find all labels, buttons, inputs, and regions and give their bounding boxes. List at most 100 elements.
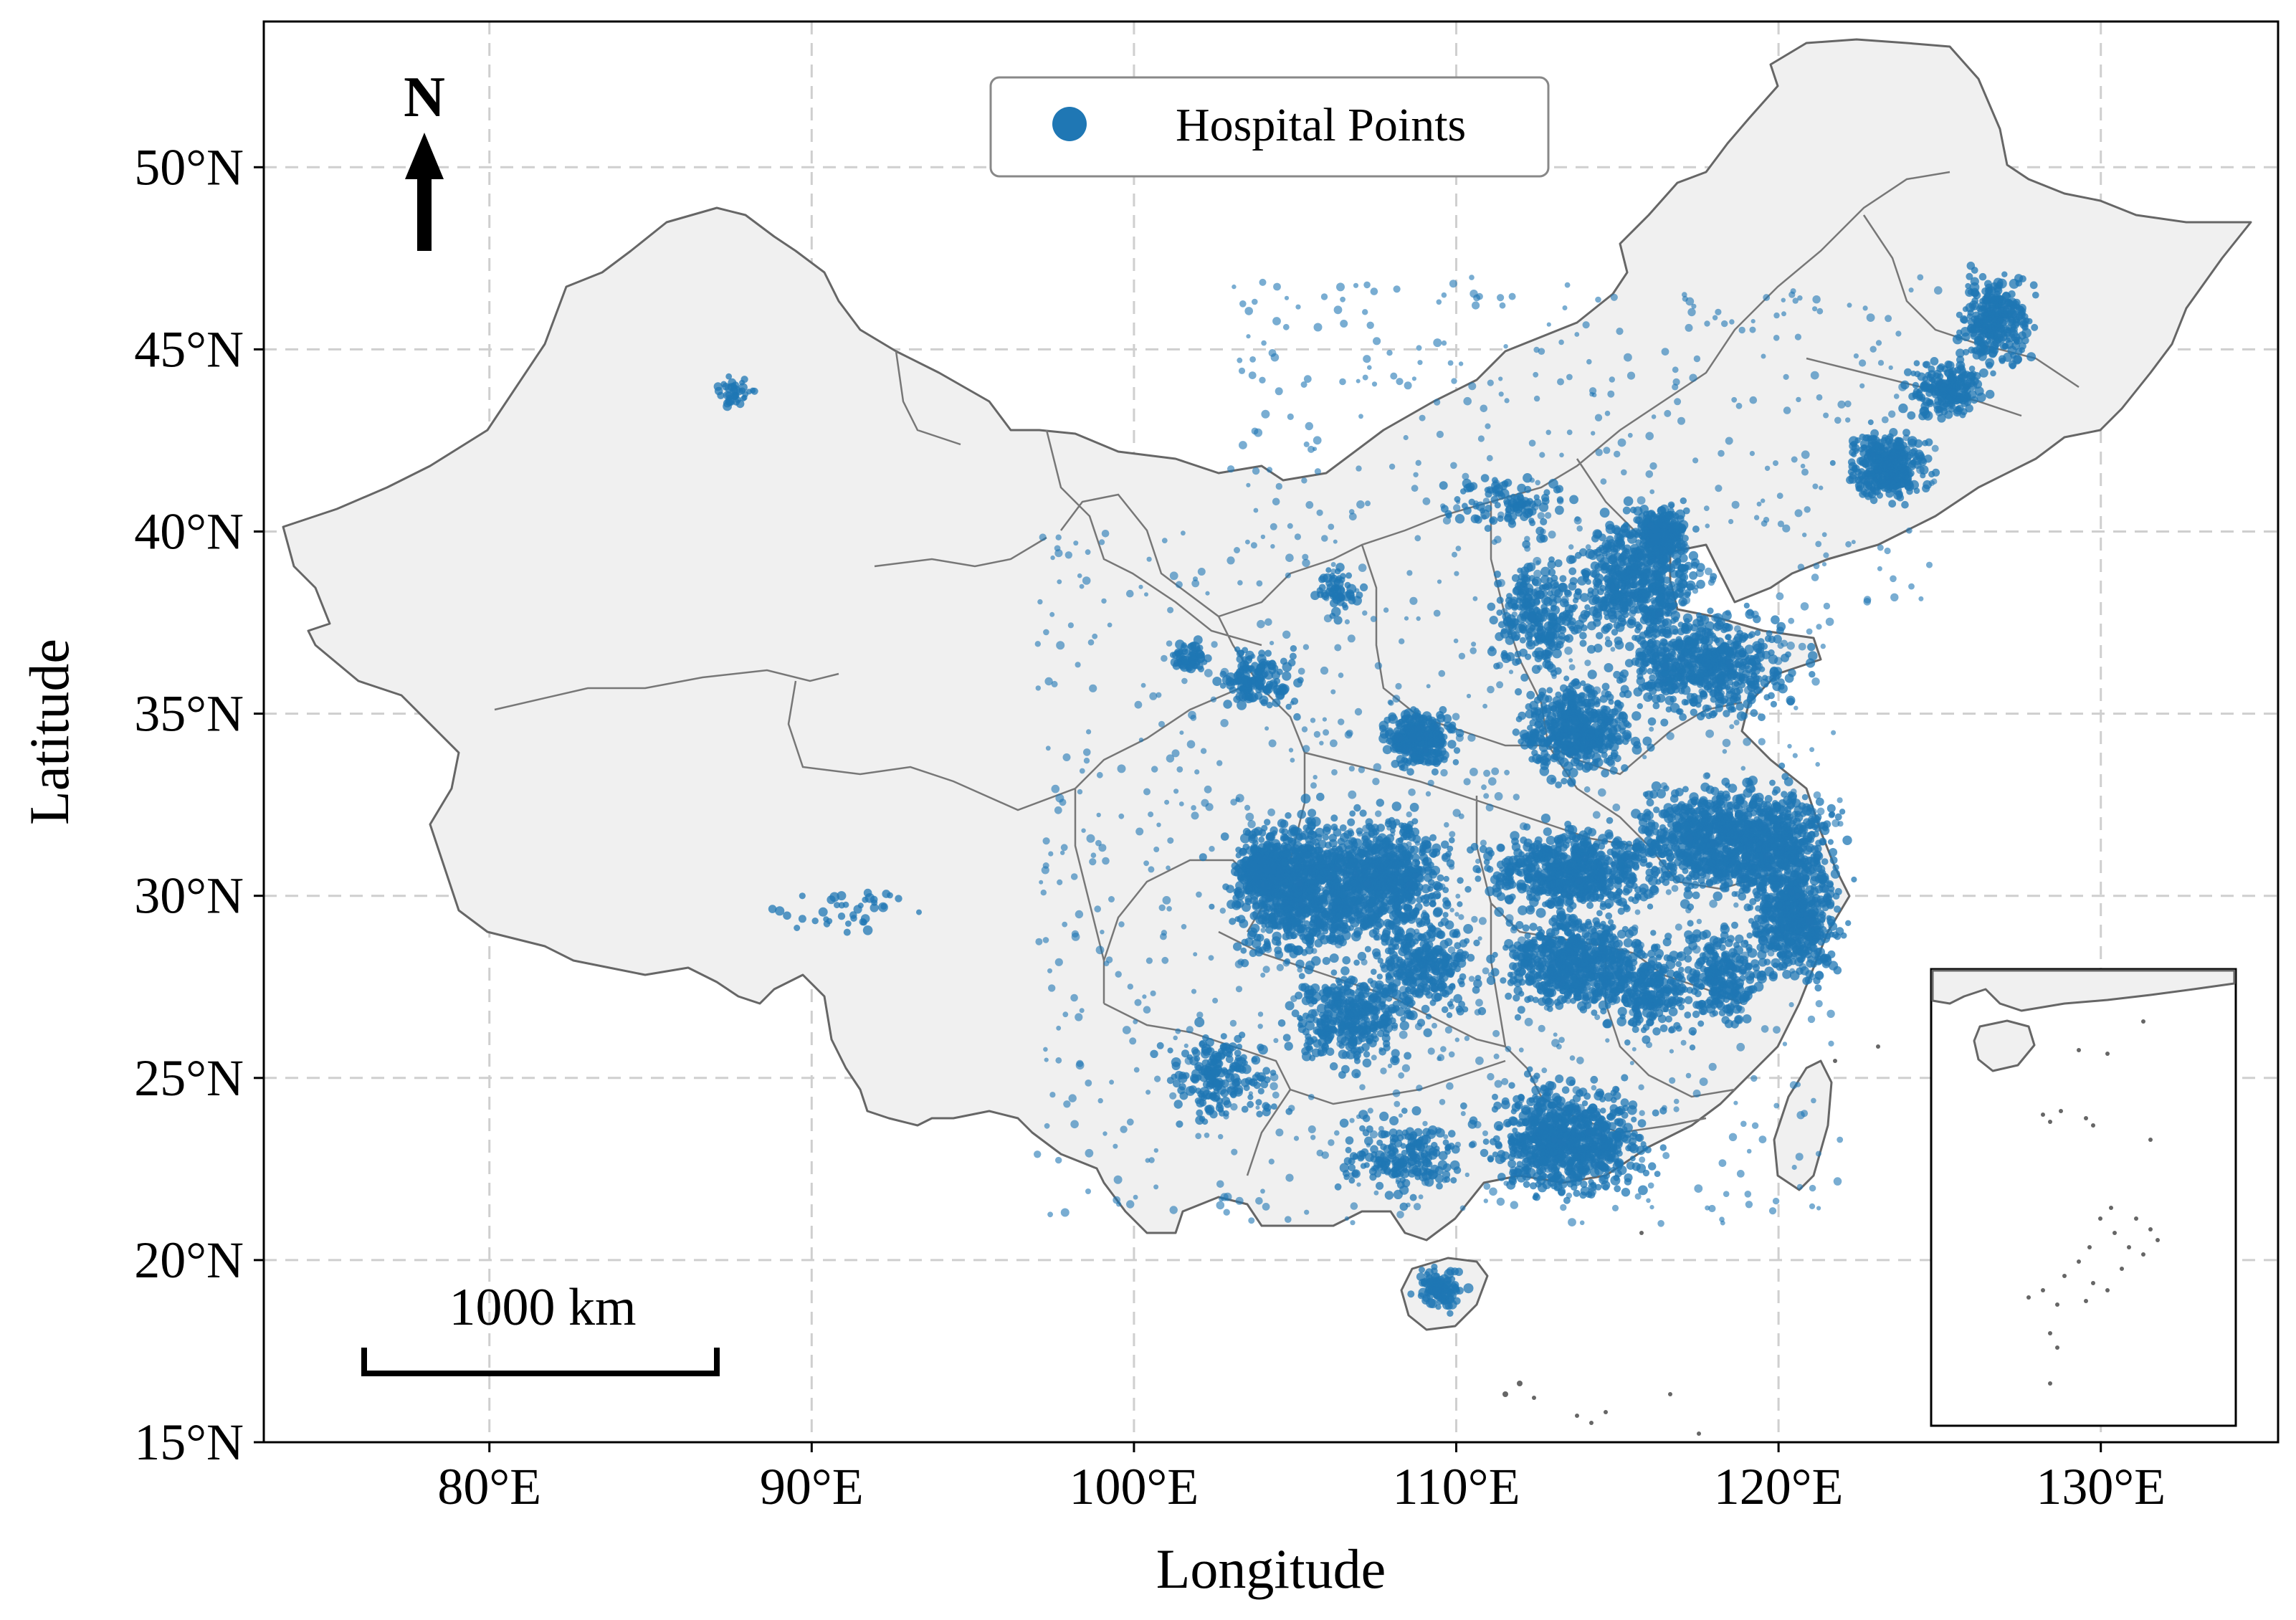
- hospital-point: [1394, 895, 1404, 905]
- hospital-point: [1535, 885, 1546, 895]
- hospital-point: [1651, 821, 1659, 830]
- hospital-point: [1761, 915, 1767, 922]
- hospital-point: [1325, 882, 1332, 890]
- hospital-point: [1603, 945, 1612, 956]
- hospital-point: [1519, 968, 1527, 976]
- hospital-point: [1826, 880, 1834, 888]
- hospital-point: [1609, 923, 1616, 930]
- hospital-point: [1347, 818, 1356, 826]
- hospital-point: [1360, 859, 1366, 866]
- hospital-point: [1349, 904, 1359, 914]
- hospital-point: [1787, 922, 1794, 929]
- hospital-point: [1546, 866, 1557, 877]
- hospital-point: [1702, 851, 1712, 860]
- hospital-point: [1573, 991, 1580, 997]
- hospital-point: [1600, 1107, 1606, 1114]
- hospital-point: [1475, 867, 1482, 874]
- hospital-point: [1709, 877, 1718, 885]
- hospital-point: [1300, 794, 1311, 804]
- hospital-point: [1307, 830, 1317, 840]
- hospital-point: [1513, 986, 1523, 996]
- hospital-point: [1769, 779, 1776, 786]
- hospital-point: [1548, 985, 1556, 992]
- hospital-point: [1350, 918, 1360, 928]
- hospital-point: [1621, 871, 1631, 880]
- hospital-point: [1749, 827, 1756, 834]
- hospital-point: [1391, 851, 1398, 858]
- hospital-point: [1541, 947, 1551, 958]
- hospital-point: [1631, 1116, 1637, 1123]
- hospital-point: [1799, 950, 1808, 958]
- hospital-point: [1744, 862, 1753, 872]
- hospital-point: [1834, 887, 1842, 895]
- hospital-point: [1330, 814, 1338, 822]
- hospital-point: [1402, 862, 1409, 868]
- hospital-point: [1343, 839, 1353, 849]
- hospital-point: [1513, 994, 1520, 1002]
- hospital-point: [1328, 852, 1338, 862]
- hospital-point: [1707, 815, 1716, 824]
- hospital-point: [1547, 964, 1556, 973]
- hospital-point: [1644, 1146, 1652, 1153]
- hospital-point: [1412, 864, 1420, 872]
- hospital-point: [1566, 961, 1574, 969]
- hospital-point: [1339, 824, 1347, 832]
- hospital-point: [1783, 777, 1794, 786]
- hospital-point: [1801, 863, 1808, 870]
- hospital-point: [1608, 870, 1619, 880]
- hospital-point: [1377, 844, 1383, 852]
- hospital-point: [1833, 966, 1842, 975]
- hospital-point: [1624, 845, 1632, 853]
- hospital-point: [1483, 859, 1490, 865]
- hospital-point: [1732, 824, 1740, 832]
- hospital-point: [1591, 882, 1601, 892]
- hospital-point: [1834, 905, 1842, 913]
- hospital-point: [1527, 864, 1536, 873]
- hospital-point: [1784, 937, 1795, 947]
- hospital-point: [1632, 896, 1639, 905]
- hospital-point: [1511, 1102, 1521, 1112]
- hospital-point: [1713, 868, 1723, 878]
- hospital-point: [1697, 819, 1707, 827]
- hospital-point: [1599, 893, 1605, 900]
- hospital-point: [1405, 891, 1413, 900]
- hospital-point: [1639, 883, 1649, 893]
- hospital-point: [1685, 886, 1692, 892]
- hospital-point: [1558, 937, 1565, 944]
- hospital-point: [1303, 906, 1310, 913]
- hospital-point: [1263, 938, 1270, 945]
- hospital-point: [1297, 809, 1306, 819]
- hospital-point: [1591, 843, 1600, 852]
- hospital-point: [1708, 859, 1717, 867]
- hospital-point: [1297, 925, 1305, 933]
- hospital-point: [1308, 885, 1315, 892]
- hospital-point: [1805, 843, 1815, 852]
- hospital-point: [1429, 900, 1437, 907]
- hospital-point: [1814, 875, 1824, 883]
- hospital-point: [1606, 890, 1614, 899]
- hospital-point: [1706, 824, 1713, 832]
- hospital-point: [1819, 837, 1827, 846]
- hospital-point: [1518, 851, 1525, 858]
- hospital-point: [1222, 883, 1229, 890]
- hospital-point: [1523, 1181, 1530, 1188]
- hospital-point: [1647, 903, 1654, 910]
- hospital-point: [1570, 862, 1579, 871]
- hospital-point: [1559, 852, 1566, 859]
- hospital-point: [1323, 913, 1330, 920]
- hospital-point: [1556, 869, 1563, 876]
- hospital-point: [1306, 941, 1314, 949]
- hospital-point: [1235, 881, 1244, 890]
- hospital-point: [1780, 826, 1788, 834]
- hospital-point: [1500, 977, 1507, 984]
- hospital-point: [1751, 863, 1761, 872]
- hospital-point: [1355, 886, 1362, 894]
- hospital-point: [1277, 902, 1285, 910]
- hospital-point: [1235, 852, 1242, 859]
- hospital-point: [1280, 917, 1290, 927]
- hospital-point: [1606, 816, 1614, 824]
- hospital-point: [1606, 832, 1614, 840]
- hospital-point: [1322, 867, 1331, 876]
- hospital-point: [1665, 870, 1672, 878]
- hospital-point: [1382, 837, 1389, 845]
